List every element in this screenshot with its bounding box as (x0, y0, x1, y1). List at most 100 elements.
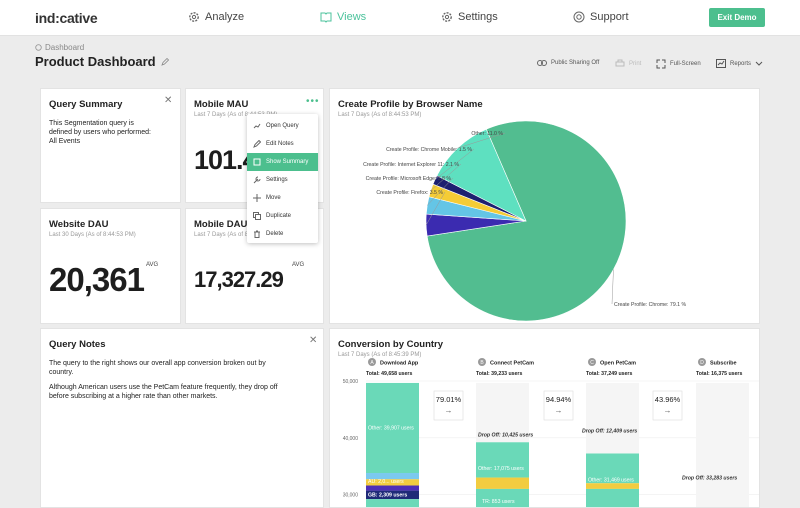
avg-label: AVG (146, 262, 159, 268)
bar-segment (586, 488, 639, 507)
reports-label: Reports (730, 60, 752, 67)
bar-segment (366, 490, 419, 500)
pencil-icon[interactable] (160, 57, 169, 66)
breadcrumb[interactable]: Dashboard (35, 43, 84, 52)
sharing-label: Public Sharing Off (551, 60, 600, 66)
summary-line: All Events (49, 138, 81, 145)
summary-icon (253, 158, 261, 166)
nav-analyze[interactable]: Analyze (188, 11, 244, 23)
metric-value: 101.4 (194, 145, 258, 175)
card-title: Website DAU (49, 219, 109, 230)
step-name: Download App (380, 361, 419, 367)
leader-line (434, 148, 475, 181)
bar-segment (586, 453, 639, 484)
slice-label: Create Profile: Microsoft Edge: 2.8 % (366, 176, 452, 182)
bar-segment (476, 442, 529, 478)
bar-segment (586, 483, 639, 489)
nav-support[interactable]: Support (573, 11, 629, 23)
website-dau-card: Website DAU Last 30 Days (As of 8:44:53 … (40, 208, 181, 324)
close-icon[interactable]: ✕ (309, 335, 318, 346)
notes-line: Although American users use the PetCam f… (49, 384, 278, 391)
logo[interactable]: ind:cative (35, 10, 98, 26)
bar-segment (366, 479, 419, 486)
exit-demo-button[interactable]: Exit Demo (709, 8, 765, 27)
query-notes-card: Query Notes ✕ The query to the right sho… (40, 328, 324, 508)
menu-item-delete[interactable]: Delete (247, 225, 318, 243)
menu-label: Move (266, 195, 281, 201)
arrow-icon: → (555, 406, 563, 415)
avg-label: AVG (292, 262, 305, 268)
leader-line (611, 269, 614, 305)
step-total: Total: 16,375 users (696, 371, 742, 377)
notes-line: The query to the right shows our overall… (49, 360, 266, 367)
menu-label: Delete (266, 231, 284, 237)
step-total: Total: 37,249 users (586, 371, 632, 377)
step-letter: B (480, 360, 484, 366)
lifebuoy-icon (573, 11, 585, 23)
nav-settings[interactable]: Settings (441, 11, 498, 23)
conversion-box (433, 390, 464, 421)
menu-item-open-query[interactable]: Open Query (247, 117, 318, 135)
gear-icon (442, 12, 452, 22)
slice-label: Create Profile: Chrome Mobile: 1.5 % (386, 147, 472, 153)
nav-label: Analyze (205, 11, 245, 23)
gear-icon (189, 12, 199, 22)
bar-label: Other: 31,469 users (588, 478, 634, 484)
nav-label: Views (337, 11, 367, 23)
card-title: Create Profile by Browser Name (338, 99, 483, 110)
menu-item-move[interactable]: Move (247, 189, 318, 207)
notes-paragraph: Although American users use the PetCam f… (49, 383, 278, 401)
bar-segment (366, 485, 419, 491)
nav-views[interactable]: Views (320, 11, 366, 23)
bar-segment (476, 477, 529, 489)
bar-segment (366, 499, 419, 507)
dropoff-area (586, 382, 639, 454)
dropoff-label: Drop Off: 12,409 users (582, 429, 637, 435)
query-summary-card: Query Summary ✕ This Segmentation query … (40, 88, 181, 203)
step-total: Total: 39,233 users (476, 371, 522, 377)
conversion-rate: 94.94% (546, 395, 572, 404)
dropoff-area (476, 382, 529, 443)
y-tick-label: 30,000 (343, 493, 359, 499)
menu-label: Edit Notes (266, 141, 294, 147)
more-options-icon[interactable]: ••• (306, 96, 320, 107)
reports-dropdown[interactable]: Reports (716, 59, 763, 68)
step-name: Open PetCam (600, 361, 636, 367)
print-button[interactable]: Print (615, 59, 641, 68)
card-subtitle: Last 30 Days (As of 8:44:53 PM) (49, 232, 136, 238)
expand-icon (656, 59, 666, 69)
menu-item-duplicate[interactable]: Duplicate (247, 207, 318, 225)
duplicate-icon (253, 212, 261, 220)
slice-label: Create Profile: Chrome: 79.1 % (614, 302, 686, 308)
card-context-menu: Open Query Edit Notes Show Summary Setti… (247, 114, 318, 243)
conversion-box (543, 390, 574, 421)
bar-label: Other: 17,075 users (478, 466, 524, 472)
printer-icon (615, 59, 625, 67)
notes-line: before subscribing at a higher rate than… (49, 393, 218, 400)
step-letter: D (700, 360, 704, 366)
leader-line (427, 177, 454, 206)
print-label: Print (629, 60, 642, 67)
nav-label: Support (590, 11, 629, 23)
page-title-text: Product Dashboard (35, 54, 156, 69)
leader-line (430, 163, 462, 191)
menu-item-edit-notes[interactable]: Edit Notes (247, 135, 318, 153)
chevron-down-icon (755, 61, 763, 66)
public-sharing-button[interactable]: Public Sharing Off (537, 59, 599, 67)
close-icon[interactable]: ✕ (164, 95, 173, 106)
arrow-icon: → (445, 406, 453, 415)
bar-label: TR: 853 users (482, 499, 515, 505)
summary-text: This Segmentation query is defined by us… (49, 119, 151, 146)
funnel-chart: 50,000 40,000 30,000 A Download App Total: 49… (343, 358, 759, 507)
menu-item-settings[interactable]: Settings (247, 171, 318, 189)
step-letter: C (590, 360, 594, 366)
step-badge (588, 358, 596, 366)
metric-value: 20,361 (49, 261, 145, 298)
fullscreen-button[interactable]: Full-Screen (656, 59, 701, 69)
browser-pie-card: Create Profile by Browser Name Last 7 Da… (329, 88, 760, 324)
card-subtitle: Last 7 Days (As of 8:44:53 PM) (194, 232, 278, 238)
slice-label: Create Profile: Firefox: 3.5 % (376, 190, 443, 196)
menu-item-show-summary[interactable]: Show Summary (247, 153, 318, 171)
leader-line (425, 191, 446, 226)
bar-label: GB: 2,309 users (368, 492, 407, 498)
